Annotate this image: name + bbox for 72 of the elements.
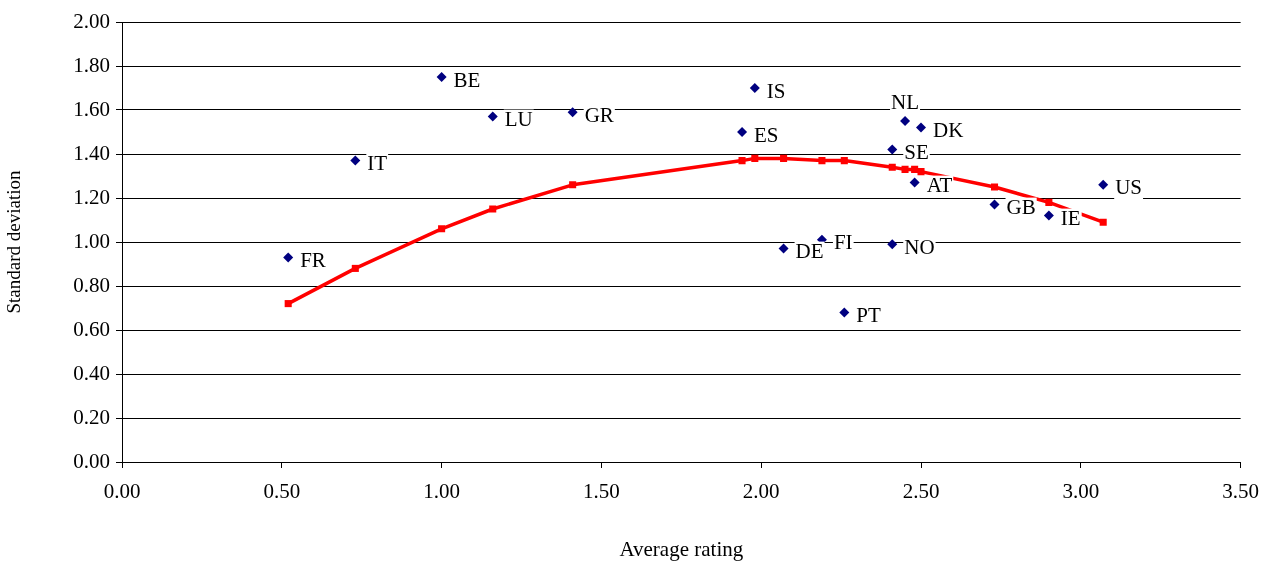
annotation: SE: [904, 140, 929, 165]
y-tick-label: 0.00: [73, 448, 110, 473]
point: [738, 157, 746, 165]
point: [489, 205, 497, 213]
annotation: FI: [833, 230, 853, 255]
annotation: BE: [453, 67, 481, 92]
y-tick-label: 1.00: [73, 228, 110, 253]
x-tick-label: 3.50: [1222, 479, 1259, 504]
y-tick-label: 2.00: [73, 8, 110, 33]
annotation: LU: [504, 107, 533, 132]
point: [909, 177, 920, 188]
annotation: IS: [766, 78, 786, 103]
y-axis-title: Standard deviation: [3, 170, 25, 314]
y-tick-label: 0.20: [73, 404, 110, 429]
x-tick-label: 1.00: [423, 479, 460, 504]
x-tick-label: 2.50: [902, 479, 940, 504]
annotation: GR: [584, 102, 614, 127]
x-tick-label: 0.00: [103, 479, 141, 504]
y-tick-label: 0.40: [73, 360, 110, 385]
point: [569, 181, 577, 189]
point: [567, 107, 578, 118]
point: [916, 122, 927, 133]
annotation: NL: [891, 89, 920, 114]
point: [438, 225, 446, 233]
x-tick-label: 2.00: [742, 479, 780, 504]
point: [350, 155, 361, 166]
point: [887, 144, 898, 155]
point: [749, 83, 760, 93]
point: [351, 264, 359, 272]
point: [1043, 210, 1054, 221]
point: [840, 157, 848, 165]
point: [901, 165, 909, 173]
point: [888, 163, 896, 171]
y-tick-label: 1.60: [73, 96, 110, 121]
point: [780, 154, 788, 162]
point: [283, 252, 294, 263]
x-axis-title: Average rating: [619, 536, 744, 561]
annotation: US: [1115, 175, 1143, 200]
annotation: NO: [904, 234, 935, 259]
annotation: PT: [856, 302, 881, 327]
point: [1098, 179, 1109, 190]
annotation: IT: [367, 151, 388, 176]
point: [887, 239, 898, 250]
point: [778, 243, 789, 254]
x-tick-label: 1.50: [583, 479, 620, 504]
point: [284, 300, 292, 308]
point: [818, 157, 826, 165]
point: [436, 72, 447, 82]
point: [1099, 218, 1107, 226]
annotation: AT: [926, 173, 953, 198]
point: [487, 111, 498, 122]
point: [1045, 198, 1053, 206]
point: [989, 199, 1000, 210]
point: [737, 127, 748, 137]
annotation: DK: [933, 118, 964, 143]
y-tick-label: 1.20: [73, 184, 110, 209]
annotation: DE: [795, 239, 824, 264]
y-tick-label: 0.60: [73, 316, 110, 341]
point: [990, 183, 999, 191]
point: [900, 116, 911, 126]
annotation: IE: [1060, 206, 1081, 231]
point: [839, 307, 850, 318]
point: [917, 168, 925, 176]
point: [751, 154, 759, 162]
annotation: ES: [754, 122, 779, 147]
x-tick-label: 0.50: [263, 479, 301, 504]
annotation: FR: [300, 247, 326, 272]
y-tick-label: 1.80: [73, 52, 110, 77]
x-tick-label: 3.00: [1062, 479, 1100, 504]
annotation: GB: [1006, 195, 1036, 220]
y-tick-label: 0.80: [73, 272, 110, 297]
y-tick-label: 1.40: [73, 140, 110, 165]
